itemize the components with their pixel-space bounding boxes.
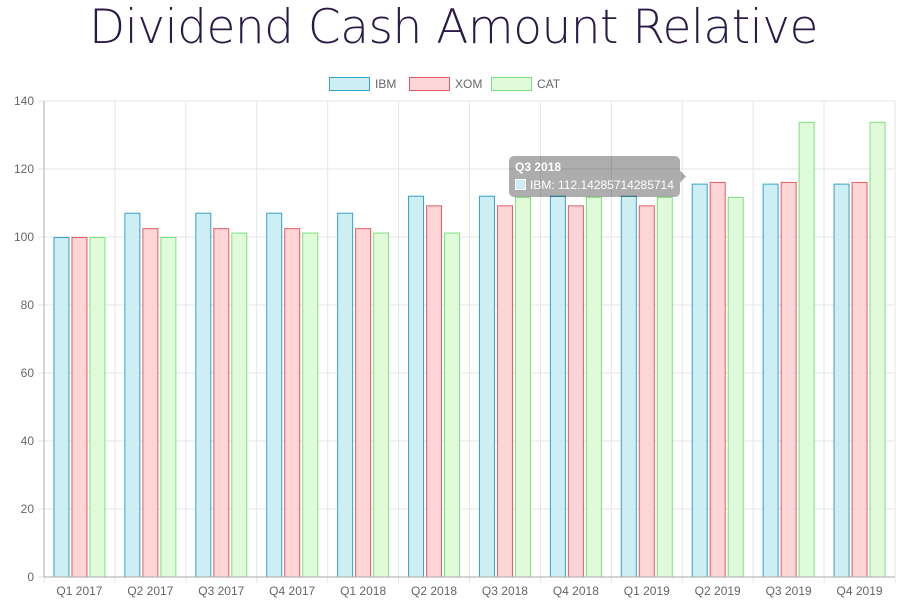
tooltip-swatch: [515, 179, 526, 190]
bar-xom[interactable]: XOM: 100: [71, 237, 88, 578]
bar-ibm[interactable]: IBM: 112.14: [478, 195, 495, 578]
x-tick-label: Q4 2019: [837, 584, 883, 598]
y-tick-label: 60: [21, 366, 35, 380]
x-tick-label: Q2 2017: [127, 584, 173, 598]
bar-ibm[interactable]: IBM: 112.14: [408, 195, 425, 578]
bar-ibm[interactable]: IBM: 107.14: [266, 212, 283, 578]
bar-xom[interactable]: XOM: 116.2: [851, 181, 868, 578]
legend: IBM XOM CAT: [329, 77, 561, 91]
legend-item-ibm[interactable]: IBM: [329, 77, 397, 91]
tooltip-box: [509, 156, 680, 197]
bar-cat[interactable]: CAT: 111.8: [585, 196, 602, 578]
bar-xom[interactable]: XOM: 109.3: [567, 205, 584, 578]
legend-swatch: [491, 77, 532, 91]
axes: [43, 101, 895, 578]
bar-cat[interactable]: CAT: 101.3: [444, 232, 461, 578]
bar-ibm[interactable]: IBM: 107.14: [195, 212, 212, 578]
y-tick-label: 80: [21, 298, 35, 312]
tooltip-title: Q3 2018: [515, 160, 561, 174]
x-tick-label: Q1 2019: [624, 584, 670, 598]
x-tick-label: Q3 2018: [482, 584, 528, 598]
legend-item-cat[interactable]: CAT: [491, 77, 561, 91]
x-tick-label: Q3 2019: [766, 584, 812, 598]
legend-swatch: [409, 77, 450, 91]
bar-ibm[interactable]: IBM: 112.14: [549, 195, 566, 578]
bar-cat[interactable]: CAT: 133.9: [798, 121, 815, 578]
bar-ibm[interactable]: IBM: 115.7: [691, 183, 708, 578]
legend-label: IBM: [375, 77, 396, 91]
legend-label: CAT: [537, 77, 561, 91]
bar-xom[interactable]: XOM: 102.6: [142, 228, 159, 578]
bar-ibm[interactable]: IBM: 112.14: [620, 195, 637, 578]
bar-ibm[interactable]: IBM: 107.14: [337, 212, 354, 578]
tooltip-label: IBM: 112.14285714285714: [530, 178, 674, 192]
x-tick-label: Q4 2017: [269, 584, 315, 598]
y-tick-label: 40: [21, 434, 35, 448]
x-tick-label: Q3 2017: [198, 584, 244, 598]
legend-swatch: [329, 77, 370, 91]
bar-xom[interactable]: XOM: 109.3: [638, 205, 655, 578]
y-axis-ticks: 0 20 40 60 80 100 120 140: [14, 94, 34, 584]
x-tick-label: Q1 2018: [340, 584, 386, 598]
tooltip-caret: [680, 170, 686, 183]
y-tick-label: 20: [21, 502, 35, 516]
legend-label: XOM: [455, 77, 482, 91]
x-tick-label: Q2 2019: [695, 584, 741, 598]
x-tick-label: Q4 2018: [553, 584, 599, 598]
bar-ibm[interactable]: IBM: 115.7: [833, 183, 850, 578]
chart-title: Dividend Cash Amount Relative: [89, 0, 818, 55]
legend-item-xom[interactable]: XOM: [409, 77, 483, 91]
bar-cat[interactable]: CAT: 100: [89, 237, 106, 578]
bar-cat[interactable]: CAT: 111.8: [514, 196, 531, 578]
bar-ibm[interactable]: IBM: 107.14: [124, 212, 141, 578]
bar-xom[interactable]: XOM: 102.6: [284, 228, 301, 578]
y-tick-label: 100: [14, 230, 34, 244]
y-tick-label: 120: [14, 162, 34, 176]
bar-cat[interactable]: CAT: 101.3: [231, 232, 248, 578]
x-tick-label: Q1 2017: [56, 584, 102, 598]
x-axis-ticks: Q1 2017 Q2 2017 Q3 2017 Q4 2017 Q1 2018 Q2 20…: [56, 584, 882, 598]
bar-ibm[interactable]: IBM: 115.7: [762, 183, 779, 578]
bar-cat[interactable]: CAT: 101.3: [373, 232, 390, 578]
bar-cat[interactable]: CAT: 133.9: [869, 121, 886, 578]
bar-cat[interactable]: CAT: 111.8: [727, 196, 744, 578]
bar-xom[interactable]: XOM: 102.6: [355, 228, 372, 578]
bar-xom[interactable]: XOM: 109.3: [496, 205, 513, 578]
tooltip: Q3 2018 IBM: 112.14285714285714: [509, 156, 686, 197]
bar-cat[interactable]: CAT: 111.8: [656, 196, 673, 578]
bar-cat[interactable]: CAT: 100: [160, 237, 177, 578]
bars: IBM: 100XOM: 100CAT: 100IBM: 107.14XOM: …: [53, 121, 886, 578]
bar-ibm[interactable]: IBM: 100: [53, 237, 70, 578]
bar-xom[interactable]: XOM: 116.2: [709, 181, 726, 578]
bar-xom[interactable]: XOM: 102.6: [213, 228, 230, 578]
bar-cat[interactable]: CAT: 101.3: [302, 232, 319, 578]
y-tick-label: 0: [27, 570, 34, 584]
bar-xom[interactable]: XOM: 109.3: [426, 205, 443, 578]
x-tick-label: Q2 2018: [411, 584, 457, 598]
y-tick-label: 140: [14, 94, 34, 108]
bar-xom[interactable]: XOM: 116.2: [780, 181, 797, 578]
